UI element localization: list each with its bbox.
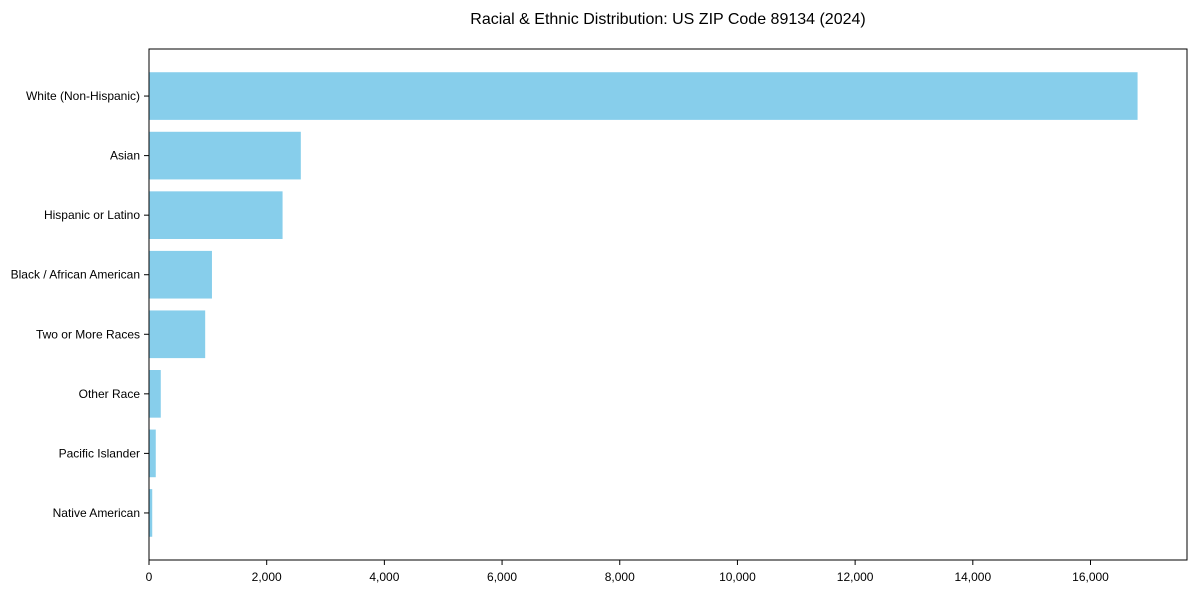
bar xyxy=(149,310,206,359)
bar xyxy=(149,72,1138,120)
chart-title: Racial & Ethnic Distribution: US ZIP Cod… xyxy=(470,11,866,28)
x-tick-label: 2,000 xyxy=(252,570,282,584)
y-tick-label: White (Non-Hispanic) xyxy=(26,89,140,103)
y-tick-label: Native American xyxy=(53,506,140,520)
y-tick-label: Pacific Islander xyxy=(59,446,140,460)
x-tick-label: 6,000 xyxy=(487,570,517,584)
bar xyxy=(149,191,283,239)
bar xyxy=(149,429,156,478)
bar xyxy=(149,250,212,299)
x-tick-label: 10,000 xyxy=(719,570,756,584)
x-tick-label: 4,000 xyxy=(369,570,399,584)
x-tick-label: 14,000 xyxy=(954,570,991,584)
y-tick-label: Black / African American xyxy=(11,268,140,282)
bar xyxy=(149,131,301,180)
y-tick-label: Asian xyxy=(110,149,140,163)
bar xyxy=(149,489,153,537)
y-tick-label: Hispanic or Latino xyxy=(44,208,140,222)
y-tick-label: Other Race xyxy=(79,387,141,401)
x-tick-label: 8,000 xyxy=(605,570,635,584)
x-tick-label: 12,000 xyxy=(837,570,874,584)
bar xyxy=(149,370,161,418)
y-tick-label: Two or More Races xyxy=(36,327,140,341)
x-tick-label: 16,000 xyxy=(1072,570,1109,584)
x-tick-label: 0 xyxy=(146,570,153,584)
plot-border xyxy=(148,48,1188,561)
